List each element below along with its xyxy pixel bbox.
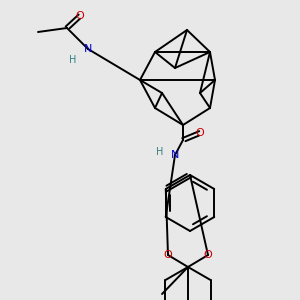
Text: H: H	[69, 55, 77, 65]
Text: O: O	[164, 250, 172, 260]
Text: O: O	[196, 128, 204, 138]
Text: H: H	[156, 147, 164, 157]
Text: N: N	[84, 44, 92, 54]
Text: O: O	[76, 11, 84, 21]
Text: O: O	[204, 250, 212, 260]
Text: N: N	[171, 150, 179, 160]
